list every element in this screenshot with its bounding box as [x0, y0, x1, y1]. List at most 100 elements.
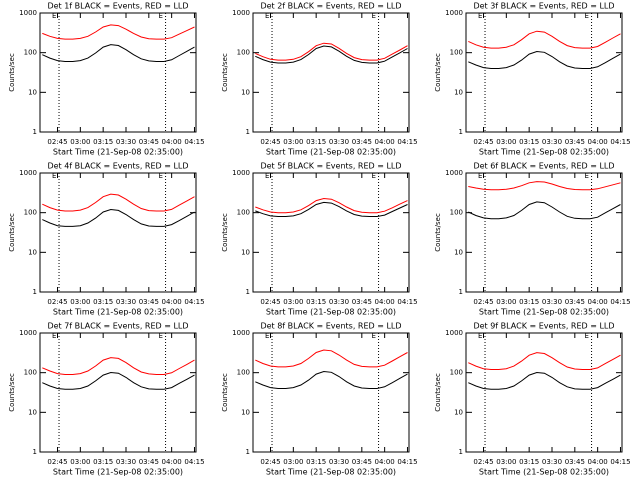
x-tick-label: 04:00 [375, 138, 395, 146]
event-marker: E [52, 12, 56, 20]
y-tick-label: 1 [33, 128, 37, 136]
x-axis-label: Start Time (21-Sep-08 02:35:00) [479, 148, 609, 157]
plot-frame [252, 12, 410, 133]
event-marker: E [585, 332, 589, 340]
x-tick-label: 03:30 [116, 458, 136, 466]
y-tick-label: 10 [241, 248, 250, 256]
plot-frame [465, 332, 623, 453]
chart-title: Det 9f BLACK = Events, RED = LLD [473, 322, 614, 331]
x-tick-label: 04:15 [610, 458, 630, 466]
event-marker: E [372, 332, 376, 340]
x-tick-label: 03:45 [565, 458, 585, 466]
panel: Det 7f BLACK = Events, RED = LLD Start Ti… [8, 322, 205, 477]
y-axis-label: Counts/sec [8, 53, 16, 92]
y-axis-label: Counts/sec [221, 53, 229, 92]
x-axis-label: Start Time (21-Sep-08 02:35:00) [266, 148, 396, 157]
x-tick-label: 04:15 [397, 138, 417, 146]
y-tick-label: 1 [246, 288, 250, 296]
plot-frame [39, 172, 197, 293]
series-line [255, 370, 408, 389]
series-line [255, 197, 408, 214]
x-tick-label: 04:15 [184, 138, 204, 146]
y-tick-label: 1000 [445, 329, 463, 337]
x-tick-label: 04:00 [162, 298, 182, 306]
panel: Det 3f BLACK = Events, RED = LLD Start Ti… [434, 2, 631, 157]
y-tick-label: 1000 [19, 329, 37, 337]
x-tick-label: 03:00 [496, 458, 516, 466]
chart-title: Det 1f BLACK = Events, RED = LLD [47, 2, 188, 11]
series-line [42, 193, 195, 212]
x-tick-label: 03:15 [93, 458, 113, 466]
x-tick-label: 03:15 [93, 298, 113, 306]
x-tick-label: 02:45 [473, 298, 493, 306]
chart-title: Det 6f BLACK = Events, RED = LLD [473, 162, 614, 171]
x-tick-label: 03:00 [496, 298, 516, 306]
x-axis-label: Start Time (21-Sep-08 02:35:00) [266, 308, 396, 317]
x-axis-label: Start Time (21-Sep-08 02:35:00) [53, 148, 183, 157]
x-tick-label: 04:15 [397, 298, 417, 306]
y-tick-label: 1 [246, 128, 250, 136]
plot-frame [39, 12, 197, 133]
event-marker: E [52, 332, 56, 340]
x-tick-label: 04:15 [184, 298, 204, 306]
plot-frame [39, 332, 197, 453]
x-tick-label: 03:45 [565, 298, 585, 306]
y-tick-label: 1 [459, 128, 463, 136]
series-line [468, 50, 621, 69]
y-tick-label: 100 [237, 49, 250, 57]
y-tick-label: 100 [237, 209, 250, 217]
x-tick-label: 02:45 [473, 138, 493, 146]
y-tick-label: 1000 [445, 9, 463, 17]
x-tick-label: 03:30 [329, 458, 349, 466]
x-tick-label: 03:30 [542, 138, 562, 146]
panel: Det 9f BLACK = Events, RED = LLD Start Ti… [434, 322, 631, 477]
y-tick-label: 1000 [232, 169, 250, 177]
y-tick-label: 100 [24, 209, 37, 217]
y-axis-label: Counts/sec [434, 373, 442, 412]
x-tick-label: 03:45 [565, 138, 585, 146]
x-tick-label: 03:30 [542, 458, 562, 466]
x-tick-label: 03:45 [139, 298, 159, 306]
x-tick-label: 03:45 [139, 458, 159, 466]
series-line [42, 24, 195, 40]
chart-title: Det 8f BLACK = Events, RED = LLD [260, 322, 401, 331]
x-tick-label: 03:00 [70, 298, 90, 306]
chart-title: Det 5f BLACK = Events, RED = LLD [260, 162, 401, 171]
y-tick-label: 1 [33, 448, 37, 456]
y-tick-label: 1 [459, 448, 463, 456]
x-tick-label: 04:15 [610, 138, 630, 146]
x-tick-label: 03:15 [519, 458, 539, 466]
series-line [468, 371, 621, 390]
y-axis-label: Counts/sec [221, 213, 229, 252]
plot-frame [465, 172, 623, 293]
panel: Det 1f BLACK = Events, RED = LLD Start Ti… [8, 2, 205, 157]
series-line [42, 44, 195, 62]
y-tick-label: 10 [28, 408, 37, 416]
y-tick-label: 10 [28, 88, 37, 96]
series-line [468, 181, 621, 191]
x-tick-label: 02:45 [473, 458, 493, 466]
x-tick-label: 03:45 [139, 138, 159, 146]
chart-title: Det 2f BLACK = Events, RED = LLD [260, 2, 401, 11]
x-tick-label: 03:30 [329, 298, 349, 306]
event-marker: E [52, 172, 56, 180]
series-line [468, 352, 621, 370]
x-tick-label: 02:45 [260, 298, 280, 306]
y-tick-label: 100 [450, 209, 463, 217]
x-tick-label: 03:30 [116, 298, 136, 306]
event-marker: E [265, 332, 269, 340]
series-line [255, 42, 408, 61]
event-marker: E [372, 172, 376, 180]
event-marker: E [265, 12, 269, 20]
y-axis-label: Counts/sec [8, 213, 16, 252]
x-tick-label: 04:15 [397, 458, 417, 466]
panel: Det 2f BLACK = Events, RED = LLD Start Ti… [221, 2, 418, 157]
x-tick-label: 03:45 [352, 138, 372, 146]
y-tick-label: 10 [454, 408, 463, 416]
y-tick-label: 100 [24, 369, 37, 377]
chart-title: Det 4f BLACK = Events, RED = LLD [47, 162, 188, 171]
y-axis-label: Counts/sec [434, 213, 442, 252]
y-tick-label: 1000 [19, 169, 37, 177]
y-tick-label: 1 [246, 448, 250, 456]
